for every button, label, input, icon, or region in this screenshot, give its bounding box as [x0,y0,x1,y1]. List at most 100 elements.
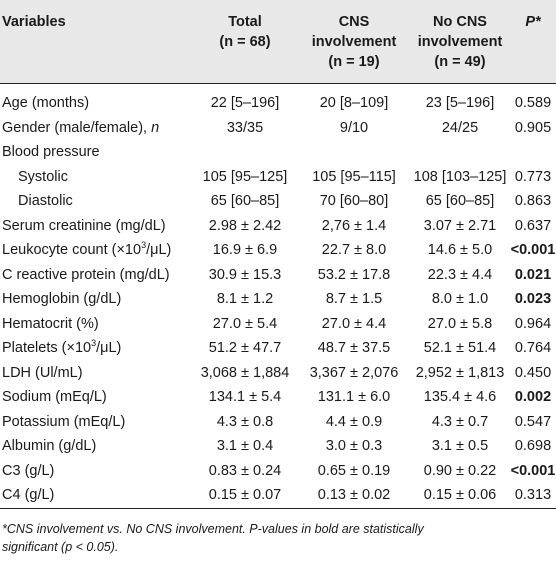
cell-variable-text: Platelets (×10 [2,340,92,356]
cell-p-value: 0.905 [514,119,552,136]
cell-p-value: 0.863 [514,193,552,209]
table-row: C3 (g/L) 0.83 ± 0.24 0.65 ± 0.19 0.90 ± 0.2… [0,459,556,483]
cell-variable: LDH (Ul/mL) [2,361,83,385]
table-row: Potassium (mEq/L) 4.3 ± 0.8 4.4 ± 0.9 4.3 ±… [0,410,556,434]
cell-total [190,140,300,164]
footnote-line2: significant (p < 0.05). [2,540,119,554]
cell-variable-text: /μL) [146,242,172,258]
table-row: Age (months) 22 [5–196] 20 [8–109] 23 [5–19… [0,91,556,115]
cell-no-cns: 65 [60–85] [425,193,495,209]
table-row: Systolic 105 [95–125] 105 [95–115] 108 [103… [0,165,556,189]
cell-variable: Hemoglobin (g/dL) [2,287,121,311]
cell-variable-sup: 3 [91,338,97,349]
cell-variable-text: Sodium (mEq/L) [2,389,107,405]
cell-variable: C3 (g/L) [2,459,54,483]
cell-no-cns: 14.6 ± 5.0 [427,242,493,258]
cell-variable: Leukocyte count (×103/μL) [2,238,171,262]
header-cns-line2: involvement [311,34,397,50]
header-variables: Variables [2,14,66,30]
cell-variable: Gender (male/female), n [2,116,159,140]
cell-total: 30.9 ± 15.3 [208,266,282,283]
cell-variable-text: C reactive protein (mg/dL) [2,266,170,283]
table-row: Gender (male/female), n 33/35 9/10 24/25 0.9… [0,116,556,140]
cell-variable: Sodium (mEq/L) [2,385,107,409]
header-no-cns-line3: (n = 49) [434,54,486,70]
cell-cns: 131.1 ± 6.0 [317,389,391,405]
cell-p-value: 0.002 [514,389,552,405]
cell-cns: 0.65 ± 0.19 [317,462,391,479]
cell-no-cns: 52.1 ± 51.4 [423,340,497,356]
cell-no-cns: 0.90 ± 0.22 [423,462,497,479]
footnote: *CNS involvement vs. No CNS involvement.… [2,520,552,556]
cell-variable-italic: n [151,119,160,136]
cell-cns: 70 [60–80] [319,193,389,209]
bottom-rule [0,508,556,509]
cell-p-value: <0.001 [510,242,556,258]
cell-cns: 4.4 ± 0.9 [325,413,383,430]
cell-no-cns [406,140,514,164]
cell-p-value: 0.023 [514,291,552,307]
cell-variable: C reactive protein (mg/dL) [2,263,170,287]
cell-cns: 0.13 ± 0.02 [317,487,391,503]
cell-no-cns: 23 [5–196] [425,95,495,111]
cell-no-cns: 4.3 ± 0.7 [431,413,489,430]
cell-total: 8.1 ± 1.2 [216,291,274,307]
table-row: Platelets (×103/μL) 51.2 ± 47.7 48.7 ± 37.… [0,336,556,360]
header-cns: CNS involvement (n = 19) [302,12,406,72]
cell-no-cns: 22.3 ± 4.4 [427,266,493,283]
cell-total: 4.3 ± 0.8 [216,413,274,430]
cell-variable: Serum creatinine (mg/dL) [2,214,166,238]
table-row: Albumin (g/dL) 3.1 ± 0.4 3.0 ± 0.3 3.1 ± 0.… [0,434,556,458]
table-row: Hematocrit (%) 27.0 ± 5.4 27.0 ± 4.4 27.0 ±… [0,312,556,336]
header-no-cns-line1: No CNS [433,14,487,30]
cell-variable: Albumin (g/dL) [2,434,96,458]
cell-variable-text: Blood pressure [2,144,100,160]
cell-cns: 53.2 ± 17.8 [317,266,391,283]
cell-p-value [510,140,556,164]
header-rule [0,83,556,84]
cell-variable-text: LDH (Ul/mL) [2,364,83,381]
cell-variable-text: Diastolic [18,193,73,209]
cell-p-value: <0.001 [510,462,556,479]
cell-no-cns: 3.1 ± 0.5 [431,438,489,454]
header-total-line2: (n = 68) [219,34,271,50]
cell-variable-text: Age (months) [2,95,90,111]
cell-variable: Age (months) [2,91,89,115]
header-cns-line1: CNS [338,14,370,30]
cell-p-value: 0.964 [514,315,552,332]
cell-variable-text: Hemoglobin (g/dL) [2,291,122,307]
cell-total: 134.1 ± 5.4 [208,389,282,405]
cell-cns: 48.7 ± 37.5 [317,340,391,356]
header-p: P* [525,14,541,30]
cell-total: 16.9 ± 6.9 [212,242,278,258]
cell-total: 0.83 ± 0.24 [208,462,282,479]
cell-p-value: 0.764 [514,340,552,356]
cell-variable-text: Leukocyte count (×10 [2,242,142,258]
table-row: Diastolic 65 [60–85] 70 [60–80] 65 [60–85] 0… [0,189,556,213]
cell-variable-sup: 3 [141,240,147,251]
cell-total: 2.98 ± 2.42 [208,217,282,234]
cell-variable: Blood pressure [2,140,100,164]
cell-variable-text: Gender (male/female), [2,119,152,136]
table-row: Leukocyte count (×103/μL) 16.9 ± 6.9 22.7 … [0,238,556,262]
cell-total: 65 [60–85] [210,193,280,209]
table-row: Hemoglobin (g/dL) 8.1 ± 1.2 8.7 ± 1.5 8.0 ±… [0,287,556,311]
cell-variable-text: Hematocrit (%) [2,315,99,332]
cell-total: 22 [5–196] [210,95,280,111]
cell-cns: 20 [8–109] [319,95,389,111]
cell-no-cns: 24/25 [441,119,479,136]
cell-p-value: 0.547 [514,413,552,430]
cell-cns: 8.7 ± 1.5 [325,291,383,307]
cell-cns: 27.0 ± 4.4 [321,315,387,332]
cell-cns: 22.7 ± 8.0 [321,242,387,258]
cell-no-cns: 108 [103–125] [413,168,507,185]
cell-no-cns: 2,952 ± 1,813 [415,364,505,381]
table-header-band [0,0,556,83]
header-no-cns: No CNS involvement (n = 49) [406,12,514,72]
cell-p-value: 0.313 [514,487,552,503]
header-cns-line3: (n = 19) [328,54,380,70]
cell-variable: Potassium (mEq/L) [2,410,125,434]
table-row: C reactive protein (mg/dL) 30.9 ± 15.3 53.… [0,263,556,287]
cell-no-cns: 3.07 ± 2.71 [423,217,497,234]
